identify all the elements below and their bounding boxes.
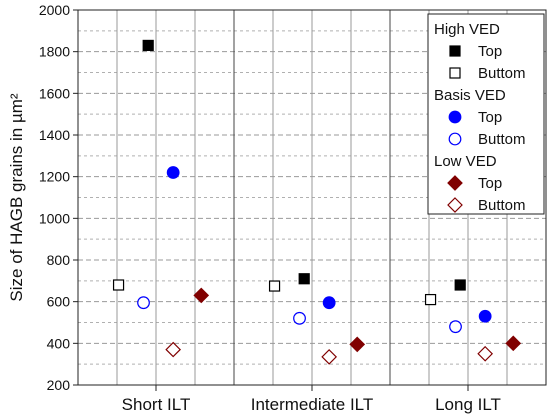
data-point bbox=[322, 296, 336, 310]
data-point bbox=[142, 39, 154, 52]
y-tick-label: 200 bbox=[47, 377, 71, 393]
data-point bbox=[165, 341, 182, 358]
y-tick-label: 800 bbox=[47, 252, 71, 268]
y-tick-label: 600 bbox=[47, 294, 71, 310]
legend-entry-label: Top bbox=[478, 175, 502, 192]
data-point bbox=[454, 279, 466, 291]
data-markers bbox=[112, 39, 522, 365]
legend-entry-label: Buttom bbox=[478, 197, 526, 214]
legend-marker bbox=[448, 110, 462, 124]
data-point bbox=[505, 335, 522, 352]
data-point bbox=[166, 166, 180, 179]
y-tick-label: 2000 bbox=[39, 2, 70, 18]
plot-frame bbox=[77, 9, 547, 386]
x-category-label: Long ILT bbox=[435, 395, 501, 414]
data-point bbox=[424, 293, 437, 306]
legend-entry-label: Buttom bbox=[478, 131, 526, 148]
data-point bbox=[321, 349, 338, 365]
data-point bbox=[478, 309, 492, 323]
y-tick-label: 1200 bbox=[39, 169, 70, 185]
data-point bbox=[449, 320, 462, 334]
legend-marker bbox=[447, 197, 463, 213]
y-tick-label: 1400 bbox=[39, 127, 70, 143]
data-point bbox=[477, 345, 494, 362]
data-point bbox=[268, 280, 281, 292]
legend-marker bbox=[449, 67, 461, 79]
legend-group-title: Low VED bbox=[434, 153, 497, 170]
legend-group-title: High VED bbox=[434, 21, 500, 38]
legend-entry-label: Top bbox=[478, 43, 502, 60]
legend-box bbox=[427, 13, 545, 215]
x-category-label: Intermediate ILT bbox=[251, 395, 374, 414]
legend-entry-label: Buttom bbox=[478, 65, 526, 82]
y-tick-label: 1800 bbox=[39, 44, 70, 60]
legend-marker bbox=[447, 175, 463, 191]
x-category-label: Short ILT bbox=[122, 395, 191, 414]
data-point bbox=[193, 287, 210, 304]
y-tick-label: 1600 bbox=[39, 85, 70, 101]
y-axis-label: Size of HAGB grains in µm² bbox=[7, 93, 26, 302]
data-point bbox=[137, 296, 150, 310]
legend-entry-label: Top bbox=[478, 109, 502, 126]
legend-marker bbox=[449, 45, 461, 57]
x-axis-categories: Short ILT Intermediate ILT Long ILT bbox=[122, 385, 501, 414]
legend-group-title: Basis VED bbox=[434, 87, 506, 104]
y-tick-label: 400 bbox=[47, 335, 71, 351]
data-point bbox=[349, 336, 366, 353]
y-axis-ticks: 200 400 600 800 1000 1200 1400 1600 1800 2000 bbox=[39, 2, 78, 393]
y-tick-label: 1000 bbox=[39, 210, 70, 226]
data-point bbox=[298, 273, 310, 285]
data-point bbox=[112, 279, 125, 291]
legend: High VED Top Buttom Basis VED Top Buttom Low V… bbox=[427, 13, 545, 215]
legend-marker bbox=[448, 132, 462, 146]
data-point bbox=[293, 311, 306, 325]
